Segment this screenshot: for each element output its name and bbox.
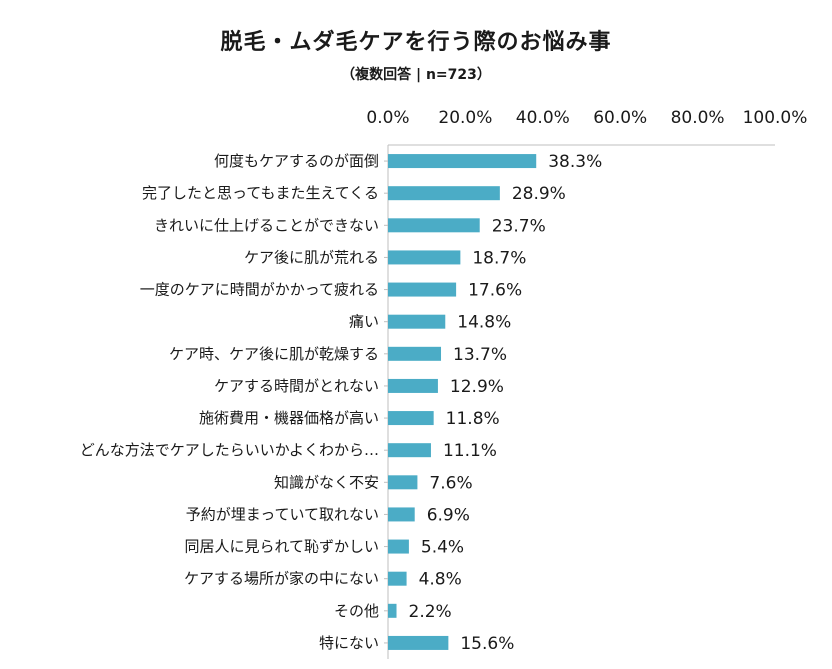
data-label: 12.9% [450, 377, 504, 397]
category-label: ケア後に肌が荒れる [244, 248, 379, 266]
data-label: 11.8% [446, 409, 500, 429]
bar [388, 539, 409, 554]
data-label: 5.4% [421, 538, 464, 558]
category-label: 何度もケアするのが面倒 [214, 152, 379, 170]
bar [388, 475, 418, 490]
category-label: ケアする時間がとれない [214, 377, 379, 395]
bar [388, 378, 438, 393]
bar [388, 154, 537, 169]
chart-subtitle: （複数回答 | n=723） [341, 67, 491, 83]
data-label: 6.9% [427, 505, 470, 525]
bar [388, 411, 434, 426]
category-label: 痛い [349, 313, 379, 331]
x-tick-label: 0.0% [366, 108, 409, 128]
category-label: 知識がなく不安 [274, 473, 379, 491]
data-label: 38.3% [548, 152, 602, 172]
data-label: 17.6% [468, 281, 522, 301]
category-label: 完了したと思ってもまた生えてくる [142, 184, 379, 202]
category-label: 同居人に見られて恥ずかしい [184, 538, 379, 556]
category-label: 予約が埋まっていて取れない [186, 505, 379, 523]
data-label: 11.1% [443, 441, 497, 461]
category-label: きれいに仕上げることができない [154, 216, 379, 234]
bar [388, 218, 480, 233]
bar [388, 603, 397, 618]
data-label: 28.9% [512, 184, 566, 204]
category-label: ケア時、ケア後に肌が乾燥する [169, 345, 379, 363]
category-label: ケアする場所が家の中にない [184, 570, 379, 588]
bar [388, 346, 442, 361]
category-label: どんな方法でケアしたらいいかよくわから… [80, 441, 379, 459]
bar [388, 186, 500, 201]
data-label: 23.7% [492, 216, 546, 236]
bar [388, 507, 415, 522]
category-label: 一度のケアに時間がかかって疲れる [140, 281, 379, 299]
data-label: 2.2% [409, 602, 452, 622]
x-tick-label: 100.0% [743, 108, 808, 128]
x-tick-label: 20.0% [438, 108, 492, 128]
category-label: その他 [334, 602, 379, 620]
category-label: 施術費用・機器価格が高い [199, 409, 379, 427]
data-label: 14.8% [457, 313, 511, 333]
bar [388, 314, 446, 329]
bar [388, 571, 407, 586]
bar [388, 250, 461, 265]
x-tick-label: 80.0% [671, 108, 725, 128]
chart-title: 脱毛・ムダ毛ケアを行う際のお悩み事 [220, 30, 612, 55]
data-label: 7.6% [429, 473, 472, 493]
bar [388, 635, 449, 650]
bar [388, 443, 431, 458]
data-label: 18.7% [472, 248, 526, 268]
category-label: 特にない [319, 634, 379, 652]
x-tick-label: 60.0% [593, 108, 647, 128]
x-tick-label: 40.0% [516, 108, 570, 128]
data-label: 13.7% [453, 345, 507, 365]
bar [388, 282, 457, 297]
data-label: 15.6% [460, 634, 514, 654]
data-label: 4.8% [419, 570, 462, 590]
